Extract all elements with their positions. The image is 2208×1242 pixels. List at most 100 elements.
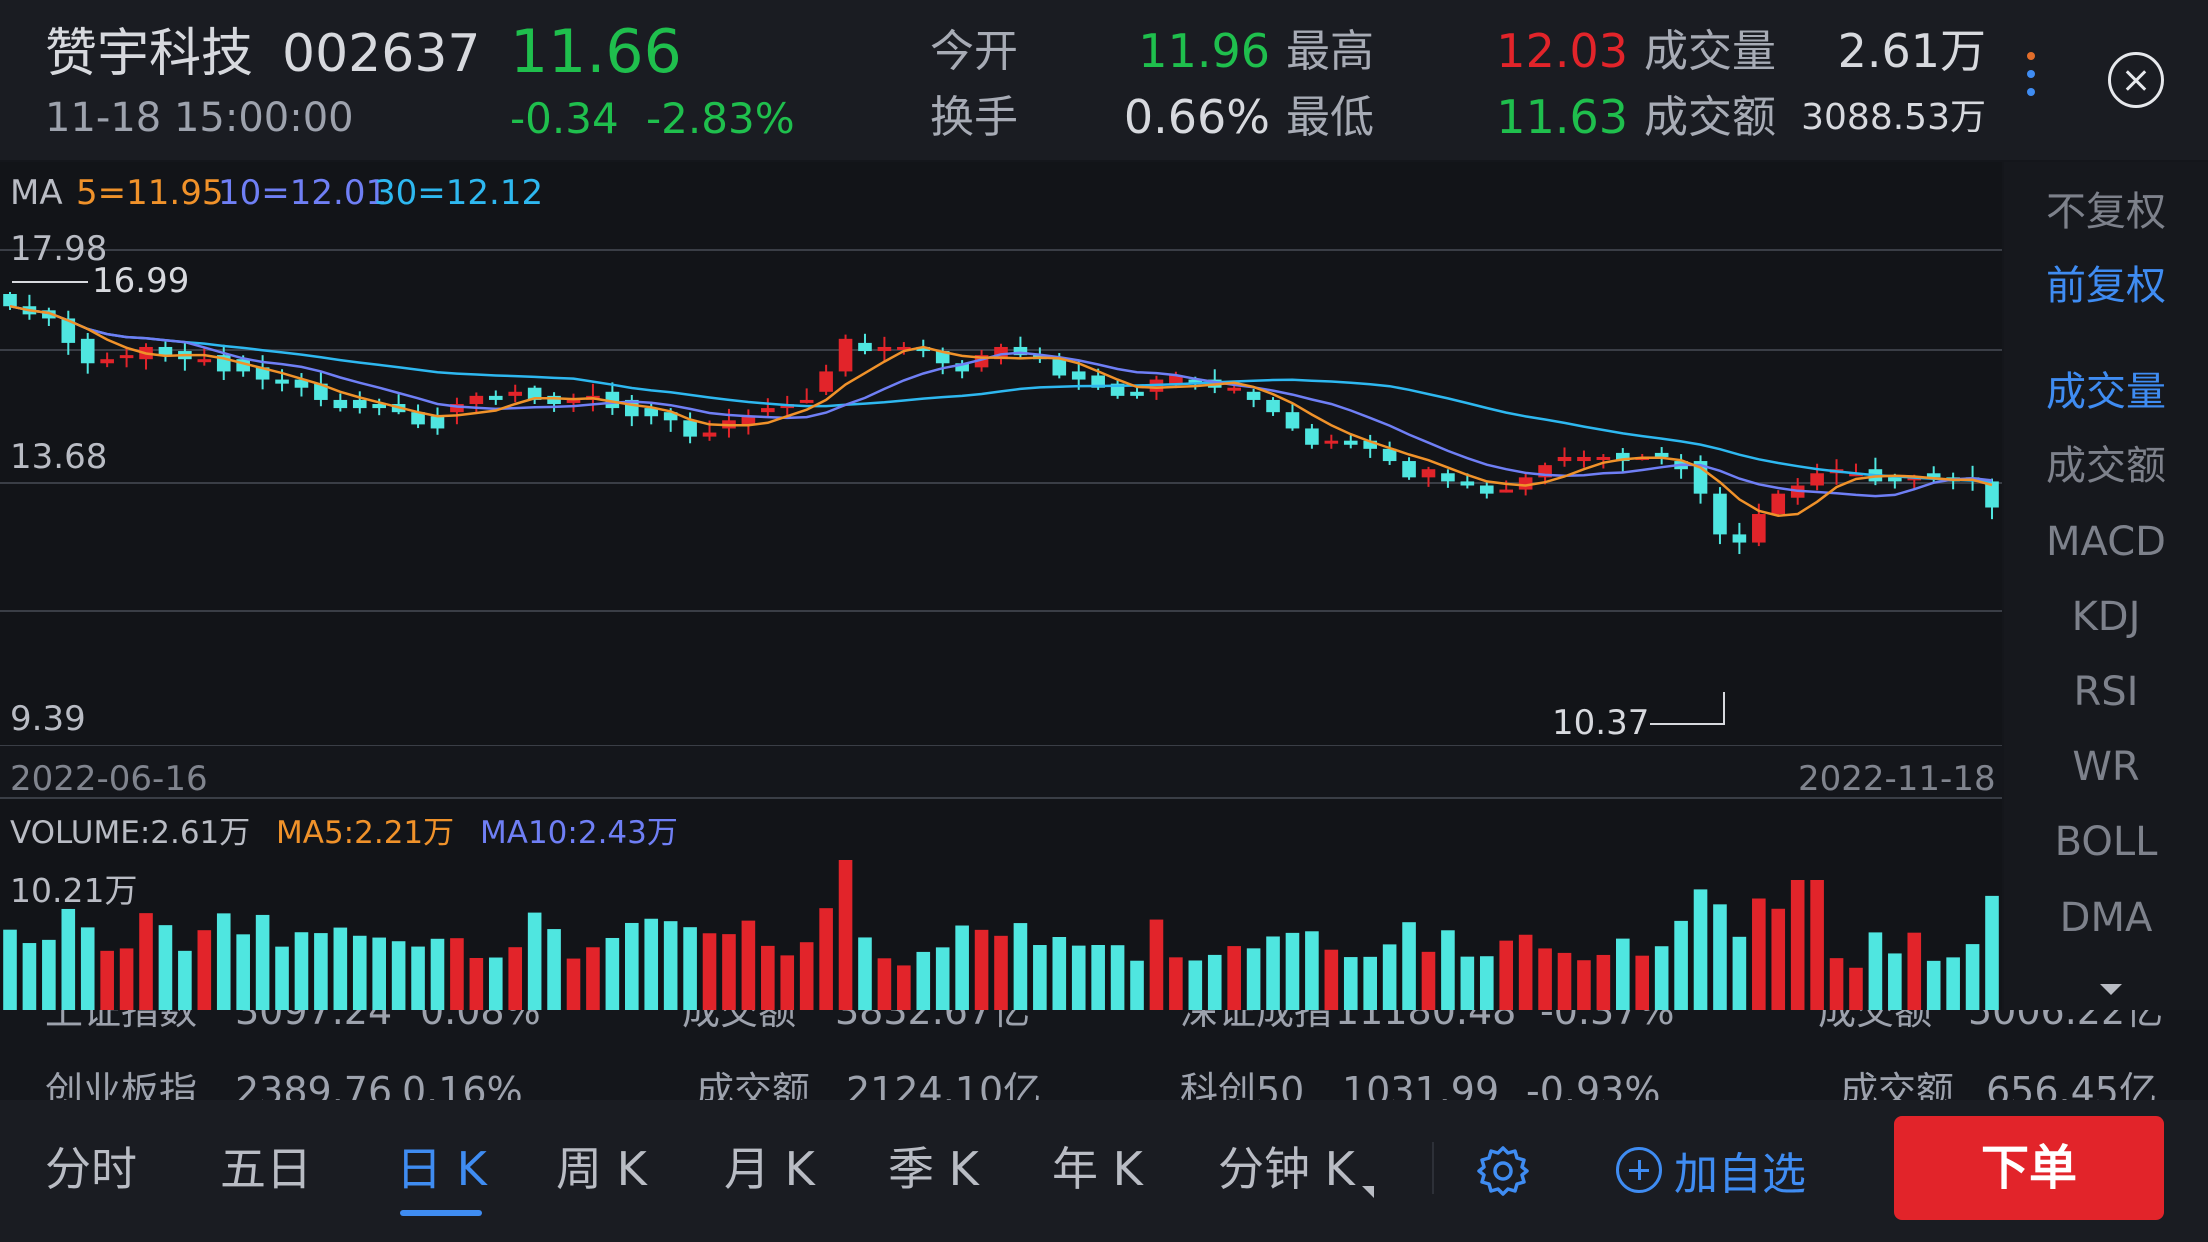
ma5-line — [9, 304, 1993, 517]
candle-body — [1071, 371, 1086, 380]
tab-intraday[interactable]: 分时 — [45, 1142, 137, 1196]
candle-body — [838, 338, 853, 372]
volume-bar — [683, 927, 697, 1010]
ticker-value: 2389.76 — [235, 1069, 393, 1100]
chart-background — [0, 162, 2002, 1010]
tab-monthly-k[interactable]: 月 K — [724, 1142, 815, 1196]
side-item-kdj[interactable]: KDJ — [2071, 594, 2141, 640]
volume-bar — [1363, 956, 1377, 1010]
volume-bar — [916, 951, 931, 1010]
candle-body — [683, 420, 697, 437]
turnover-label: 换手 — [930, 92, 1018, 143]
candle-body — [1305, 428, 1319, 445]
candle-body — [741, 416, 756, 425]
tab-daily-k[interactable]: 日 K — [396, 1142, 487, 1196]
candle-body — [1888, 477, 1902, 482]
quote-timestamp: 11-18 15:00:00 — [45, 95, 354, 141]
index-ticker[interactable]: 上证指数 3097.24 0.08% 成交额 3832.67亿 深证成指 111… — [0, 1010, 2208, 1100]
low-value: 11.63 — [1496, 90, 1628, 144]
candle-body — [1907, 477, 1922, 481]
y-axis-bottom: 9.39 — [10, 699, 86, 739]
candle-body — [1169, 375, 1183, 384]
ma-indicator-label: MA — [10, 173, 63, 213]
candle-body — [1732, 534, 1747, 543]
volume-bar — [178, 950, 192, 1010]
tab-divider — [1432, 1142, 1434, 1194]
volume-y-top: 10.21万 — [10, 871, 138, 910]
date-axis-strip — [0, 746, 2002, 798]
ticker-pct: 0.16% — [402, 1069, 523, 1100]
volume-bar — [1596, 954, 1611, 1010]
candle-body — [255, 367, 270, 380]
candle-body — [42, 310, 56, 319]
close-button[interactable] — [2108, 52, 2164, 108]
volume-bar — [780, 955, 795, 1010]
volume-bar — [372, 937, 386, 1010]
volume-bar — [255, 914, 270, 1010]
ma10-line — [9, 304, 1993, 498]
volume-bar — [1013, 923, 1028, 1010]
volume-bar — [139, 913, 153, 1010]
side-item-amount[interactable]: 成交额 — [2046, 443, 2166, 489]
side-item-boll[interactable]: BOLL — [2054, 819, 2158, 865]
volume-bar — [838, 860, 853, 1010]
high-label: 最高 — [1286, 26, 1374, 77]
ticker-value: 2124.10亿 — [846, 1069, 1042, 1100]
tab-weekly-k[interactable]: 周 K — [556, 1142, 647, 1196]
tab-five-day[interactable]: 五日 — [220, 1142, 312, 1196]
chevron-down-icon[interactable] — [2100, 984, 2122, 995]
side-item-forward-adjust[interactable]: 前复权 — [2046, 263, 2166, 309]
max-price-marker: 16.99 — [92, 261, 190, 301]
candle-body — [1616, 452, 1630, 462]
volume-bar — [994, 935, 1008, 1010]
gear-icon[interactable] — [1476, 1144, 1530, 1198]
side-item-rsi[interactable]: RSI — [2073, 669, 2139, 715]
add-watchlist-label: 加自选 — [1674, 1149, 1806, 1200]
volume-bar — [80, 927, 95, 1010]
candle-body — [1382, 448, 1397, 462]
add-watchlist-button[interactable]: 加自选 — [1616, 1142, 1806, 1200]
side-item-dma[interactable]: DMA — [2059, 895, 2153, 941]
kline-chart[interactable]: MA 5=11.95 10=12.01 30=12.12 17.98 16.99… — [0, 162, 2002, 1010]
candle-body — [819, 371, 833, 392]
volume-bar — [625, 922, 639, 1010]
candle-body — [566, 399, 581, 403]
volume-bar — [1402, 922, 1416, 1010]
volume-bar — [761, 945, 775, 1010]
volume-bar — [1557, 952, 1572, 1010]
tab-minute-k[interactable]: 分钟 K — [1218, 1142, 1355, 1196]
candle-body — [3, 294, 17, 307]
volume-bar — [586, 947, 600, 1010]
side-item-wr[interactable]: WR — [2072, 744, 2140, 790]
volume-bar — [1577, 960, 1591, 1010]
more-dots-icon[interactable] — [2024, 52, 2038, 108]
volume-bar — [702, 933, 717, 1010]
side-item-volume[interactable]: 成交量 — [2046, 369, 2166, 415]
candle-body — [1985, 481, 1999, 508]
volume-bar — [1207, 954, 1222, 1010]
stock-name: 赞宇科技 — [45, 24, 254, 84]
ticker-value: 3832.67亿 — [835, 1010, 1031, 1033]
volume-bar — [1693, 889, 1708, 1010]
candle-body — [372, 404, 386, 409]
volume-bar — [1616, 938, 1630, 1010]
candle-body — [1343, 440, 1358, 445]
tab-quarterly-k[interactable]: 季 K — [888, 1142, 979, 1196]
minute-k-dropdown-icon[interactable] — [1362, 1186, 1374, 1198]
candle-body — [877, 346, 892, 352]
candle-body — [935, 351, 950, 364]
volume-bar — [508, 947, 523, 1010]
side-item-macd[interactable]: MACD — [2046, 519, 2166, 565]
candle-body — [1577, 456, 1591, 462]
side-item-no-adjust[interactable]: 不复权 — [2046, 189, 2166, 235]
ma-lines — [9, 304, 1993, 517]
candle-body — [955, 363, 969, 372]
volume-bar — [100, 950, 114, 1010]
y-axis-mid: 13.68 — [10, 437, 108, 477]
volume-bar — [1130, 960, 1144, 1010]
ticker-value: 1031.99 — [1342, 1069, 1500, 1100]
candle-body — [158, 346, 173, 356]
place-order-button[interactable]: 下单 — [1894, 1116, 2164, 1220]
volume-bar — [741, 920, 756, 1010]
tab-yearly-k[interactable]: 年 K — [1052, 1142, 1143, 1196]
